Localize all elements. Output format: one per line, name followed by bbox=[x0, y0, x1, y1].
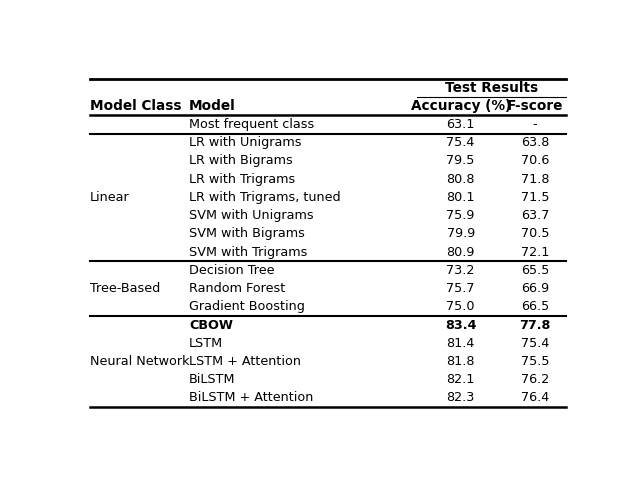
Text: 80.1: 80.1 bbox=[447, 191, 475, 204]
Text: Model Class: Model Class bbox=[90, 99, 181, 113]
Text: 75.4: 75.4 bbox=[521, 337, 549, 350]
Text: 70.6: 70.6 bbox=[521, 154, 549, 167]
Text: 63.8: 63.8 bbox=[521, 136, 549, 149]
Text: Decision Tree: Decision Tree bbox=[189, 264, 275, 277]
Text: F-score: F-score bbox=[507, 99, 563, 113]
Text: BiLSTM: BiLSTM bbox=[189, 373, 236, 386]
Text: LSTM + Attention: LSTM + Attention bbox=[189, 355, 301, 368]
Text: 81.4: 81.4 bbox=[447, 337, 475, 350]
Text: 75.7: 75.7 bbox=[447, 282, 475, 295]
Text: LSTM: LSTM bbox=[189, 337, 223, 350]
Text: CBOW: CBOW bbox=[189, 319, 233, 332]
Text: BiLSTM + Attention: BiLSTM + Attention bbox=[189, 391, 314, 404]
Text: Most frequent class: Most frequent class bbox=[189, 118, 314, 131]
Text: 82.1: 82.1 bbox=[447, 373, 475, 386]
Text: Linear: Linear bbox=[90, 191, 130, 204]
Text: 75.9: 75.9 bbox=[447, 209, 475, 222]
Text: 63.1: 63.1 bbox=[447, 118, 475, 131]
Text: 83.4: 83.4 bbox=[445, 319, 476, 332]
Text: Tree-Based: Tree-Based bbox=[90, 282, 160, 295]
Text: Model: Model bbox=[189, 99, 236, 113]
Text: 72.1: 72.1 bbox=[521, 246, 549, 258]
Text: Test Results: Test Results bbox=[445, 81, 538, 95]
Text: 76.4: 76.4 bbox=[521, 391, 549, 404]
Text: SVM with Bigrams: SVM with Bigrams bbox=[189, 228, 305, 241]
Text: 71.5: 71.5 bbox=[521, 191, 549, 204]
Text: Random Forest: Random Forest bbox=[189, 282, 285, 295]
Text: LR with Trigrams, tuned: LR with Trigrams, tuned bbox=[189, 191, 340, 204]
Text: 79.9: 79.9 bbox=[447, 228, 475, 241]
Text: 71.8: 71.8 bbox=[521, 173, 549, 186]
Text: SVM with Trigrams: SVM with Trigrams bbox=[189, 246, 307, 258]
Text: 82.3: 82.3 bbox=[447, 391, 475, 404]
Text: 63.7: 63.7 bbox=[521, 209, 549, 222]
Text: Neural Network: Neural Network bbox=[90, 355, 189, 368]
Text: 66.5: 66.5 bbox=[521, 300, 549, 313]
Text: 65.5: 65.5 bbox=[521, 264, 549, 277]
Text: 73.2: 73.2 bbox=[447, 264, 475, 277]
Text: Gradient Boosting: Gradient Boosting bbox=[189, 300, 305, 313]
Text: 77.8: 77.8 bbox=[520, 319, 551, 332]
Text: 79.5: 79.5 bbox=[447, 154, 475, 167]
Text: LR with Trigrams: LR with Trigrams bbox=[189, 173, 296, 186]
Text: 75.0: 75.0 bbox=[447, 300, 475, 313]
Text: 70.5: 70.5 bbox=[521, 228, 549, 241]
Text: SVM with Unigrams: SVM with Unigrams bbox=[189, 209, 314, 222]
Text: LR with Unigrams: LR with Unigrams bbox=[189, 136, 301, 149]
Text: 66.9: 66.9 bbox=[521, 282, 549, 295]
Text: LR with Bigrams: LR with Bigrams bbox=[189, 154, 293, 167]
Text: 81.8: 81.8 bbox=[447, 355, 475, 368]
Text: 75.4: 75.4 bbox=[447, 136, 475, 149]
Text: 76.2: 76.2 bbox=[521, 373, 549, 386]
Text: Accuracy (%): Accuracy (%) bbox=[411, 99, 511, 113]
Text: 75.5: 75.5 bbox=[521, 355, 549, 368]
Text: 80.8: 80.8 bbox=[447, 173, 475, 186]
Text: -: - bbox=[532, 118, 538, 131]
Text: 80.9: 80.9 bbox=[447, 246, 475, 258]
